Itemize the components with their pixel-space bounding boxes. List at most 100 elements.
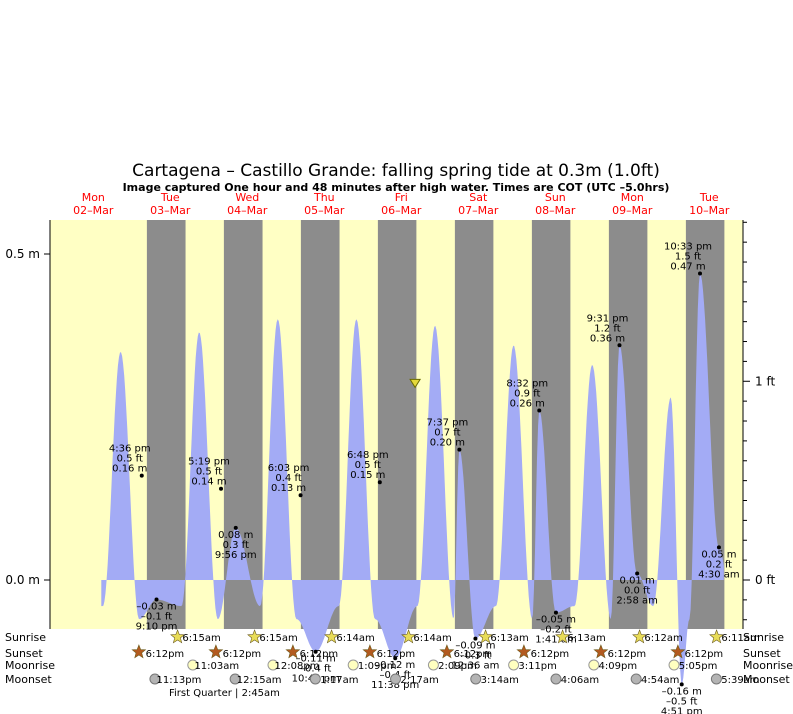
tide-feet-label: 0.5 ft xyxy=(355,460,381,471)
sunset-row-label-right: Sunset xyxy=(743,647,781,660)
moonset-icon xyxy=(229,673,241,685)
sunrise-time: 6:13am xyxy=(490,633,528,644)
tide-point xyxy=(716,545,721,550)
date-label: 02–Mar xyxy=(73,204,114,217)
sunrise-star-icon xyxy=(632,629,648,644)
tide-feet-label: 0.7 ft xyxy=(434,428,460,439)
moonset-icon xyxy=(390,673,402,685)
tide-point xyxy=(457,447,462,452)
tide-point xyxy=(473,636,478,641)
day-of-week-label: Mon xyxy=(82,191,105,204)
moonset-row-label-right: Moonset xyxy=(743,673,790,686)
moonrise-icon xyxy=(588,659,600,671)
moonrise-time: 1:09pm xyxy=(358,661,397,672)
moonset-time: 4:54am xyxy=(641,675,679,686)
sunset-time: 6:12pm xyxy=(223,649,262,660)
chart-title: Cartagena – Castillo Grande: falling spr… xyxy=(132,161,660,181)
moonrise-row-label-left: Moonrise xyxy=(5,659,55,672)
sunset-time: 6:12pm xyxy=(300,649,339,660)
moonset-time: 11:13pm xyxy=(156,675,201,686)
date-label: 09–Mar xyxy=(612,204,653,217)
sunrise-row-label-left: Sunrise xyxy=(5,631,46,644)
sunrise-star-icon xyxy=(247,629,263,644)
moonset-time: 5:39am xyxy=(721,675,759,686)
tide-point xyxy=(393,656,398,661)
tide-curve xyxy=(101,273,724,684)
moonrise-icon xyxy=(187,659,199,671)
moonrise-time: 12:08pm xyxy=(275,661,320,672)
sunset-time: 6:12pm xyxy=(377,649,416,660)
sunset-star-icon xyxy=(593,644,609,659)
tide-point xyxy=(139,473,144,478)
moonset-icon xyxy=(710,673,722,685)
day-of-week-label: Wed xyxy=(235,191,259,204)
moonset-time: 3:14am xyxy=(481,675,519,686)
sunrise-star-icon xyxy=(170,629,186,644)
tide-time-label: 12:36 am xyxy=(451,661,499,672)
day-of-week-label: Sat xyxy=(469,191,488,204)
tide-feet-label: –0.3 ft xyxy=(460,651,491,662)
tide-feet-label: –0.5 ft xyxy=(666,696,697,707)
sunrise-time: 6:14am xyxy=(336,633,374,644)
tide-meters-label: 0.01 m xyxy=(620,575,655,586)
sunset-star-icon xyxy=(362,644,378,659)
tide-point xyxy=(313,649,318,654)
chart-subtitle: Image captured One hour and 48 minutes a… xyxy=(123,181,670,194)
night-band xyxy=(146,220,186,629)
moonrise-icon xyxy=(347,659,359,671)
day-of-week-label: Tue xyxy=(699,191,719,204)
tide-time-label: 1:41 am xyxy=(535,635,577,646)
tide-time-label: 8:32 pm xyxy=(506,378,548,389)
tide-meters-label: 0.20 m xyxy=(430,438,465,449)
tide-area xyxy=(101,273,724,684)
moonrise-time: 5:05pm xyxy=(679,661,718,672)
sunset-star-icon xyxy=(439,644,455,659)
tide-meters-label: –0.16 m xyxy=(662,686,702,697)
moonset-icon xyxy=(470,673,482,685)
moonset-time: 2:17am xyxy=(400,675,438,686)
tide-meters-label: 0.08 m xyxy=(218,530,253,541)
day-of-week-label: Sun xyxy=(545,191,566,204)
tide-point xyxy=(679,682,684,687)
tide-meters-label: 0.47 m xyxy=(670,262,705,273)
tide-point xyxy=(537,408,542,413)
tide-time-label: 4:51 pm xyxy=(661,706,703,714)
tide-feet-label: 1.5 ft xyxy=(675,252,701,263)
moonset-row-label-left: Moonset xyxy=(5,673,52,686)
moonrise-icon xyxy=(508,659,520,671)
sunrise-time: 6:15am xyxy=(259,633,297,644)
tide-point xyxy=(377,480,382,485)
moonrise-icon xyxy=(668,659,680,671)
axes: 0.5 m 0.0 m 1 ft 0 ft xyxy=(5,220,775,629)
tide-meters-label: –0.09 m xyxy=(455,641,495,652)
tide-feet-label: 1.2 ft xyxy=(594,323,620,334)
tide-feet-label: 0.4 ft xyxy=(275,473,301,484)
tide-feet-label: –0.2 ft xyxy=(540,625,571,636)
tide-point xyxy=(635,571,640,576)
tide-time-label: 4:36 pm xyxy=(109,444,151,455)
day-labels: Mon02–MarTue03–MarWed04–MarThu05–MarFri0… xyxy=(73,191,730,217)
moonset-icon xyxy=(309,673,321,685)
tide-feet-label: 0.5 ft xyxy=(117,454,143,465)
tide-meters-label: 0.05 m xyxy=(701,549,736,560)
tide-point xyxy=(298,493,303,498)
tide-meters-label: –0.12 m xyxy=(375,660,415,671)
tide-time-label: 9:31 pm xyxy=(587,313,629,324)
sunrise-star-icon xyxy=(401,629,417,644)
tide-time-label: 2:58 am xyxy=(616,595,658,606)
moonset-time: 1:17am xyxy=(320,675,358,686)
moonset-icon xyxy=(550,673,562,685)
tide-feet-label: 0.2 ft xyxy=(706,559,732,570)
sunset-time: 6:12pm xyxy=(608,649,647,660)
tide-meters-label: 0.13 m xyxy=(271,483,306,494)
tide-point xyxy=(219,486,224,491)
tide-point xyxy=(154,597,159,602)
moonrise-time: 2:09pm xyxy=(438,661,477,672)
sun-moon-rows: 6:15am 6:15am 6:14am 6:14am 6:13am 6:13am 6:12… xyxy=(131,629,760,686)
tide-feet-label: 0.3 ft xyxy=(223,540,249,551)
tide-point xyxy=(617,343,622,348)
tide-time-label: 9:10 pm xyxy=(136,622,178,633)
date-label: 07–Mar xyxy=(458,204,499,217)
sunrise-time: 6:11am xyxy=(721,633,759,644)
sunrise-star-icon xyxy=(709,629,725,644)
